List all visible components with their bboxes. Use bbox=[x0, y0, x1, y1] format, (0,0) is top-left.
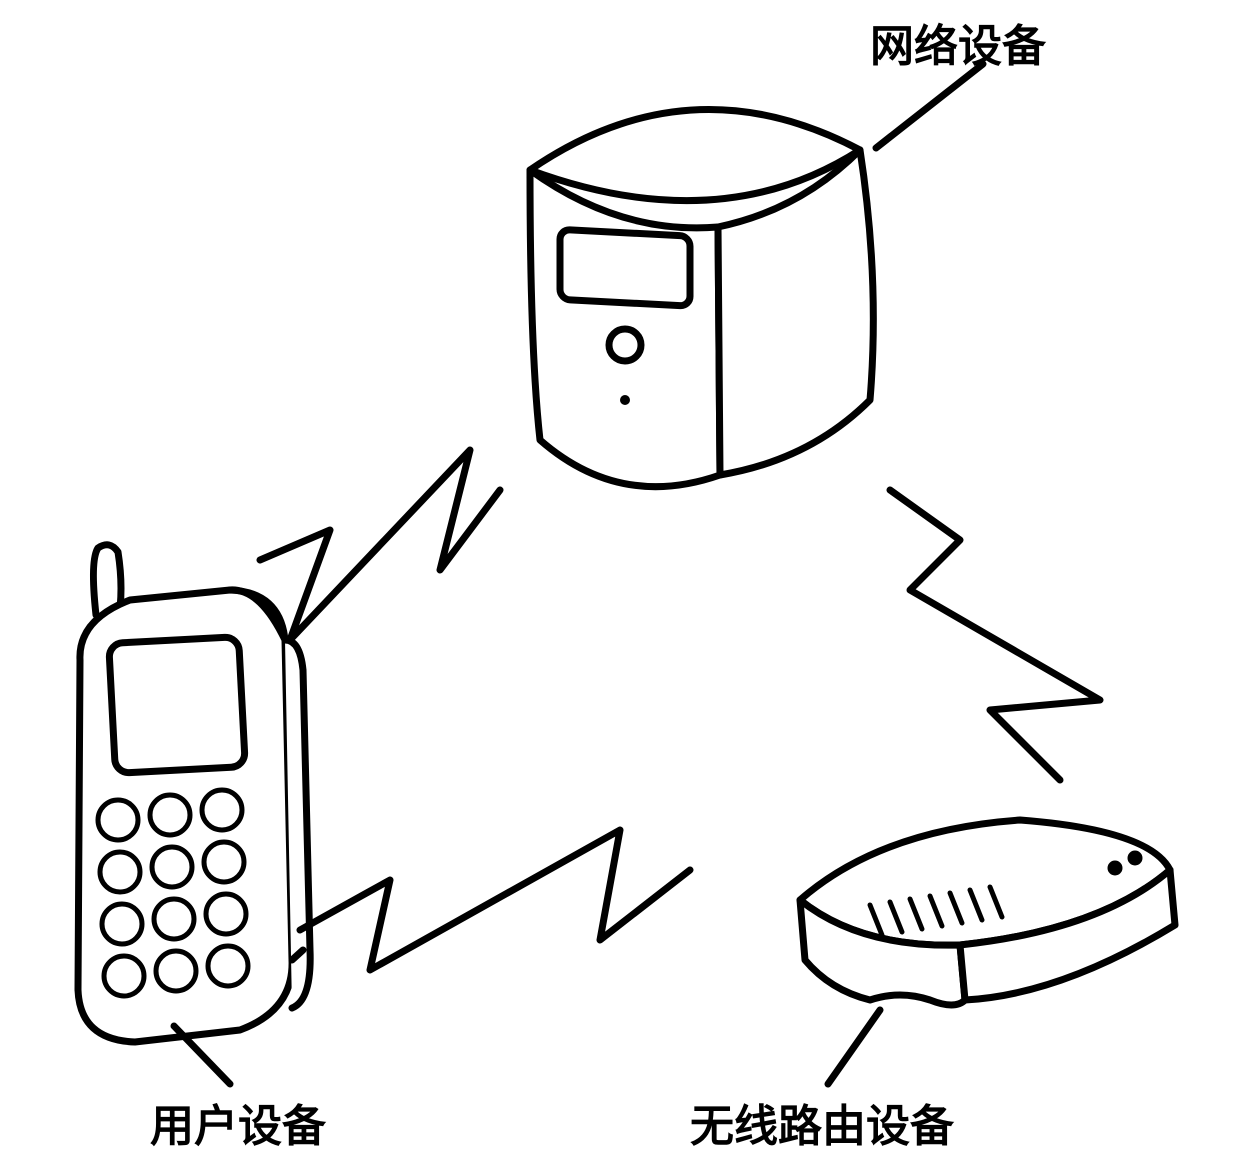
pointer-router bbox=[828, 1010, 880, 1084]
diagram-canvas: 网络设备 用户设备 无线路由设备 bbox=[0, 0, 1240, 1163]
pointer-phone bbox=[174, 1026, 230, 1084]
label-pointers bbox=[0, 0, 1240, 1163]
server-label: 网络设备 bbox=[870, 10, 1046, 74]
router-label: 无线路由设备 bbox=[690, 1090, 954, 1154]
phone-label: 用户设备 bbox=[150, 1090, 326, 1154]
pointer-server bbox=[876, 64, 983, 148]
